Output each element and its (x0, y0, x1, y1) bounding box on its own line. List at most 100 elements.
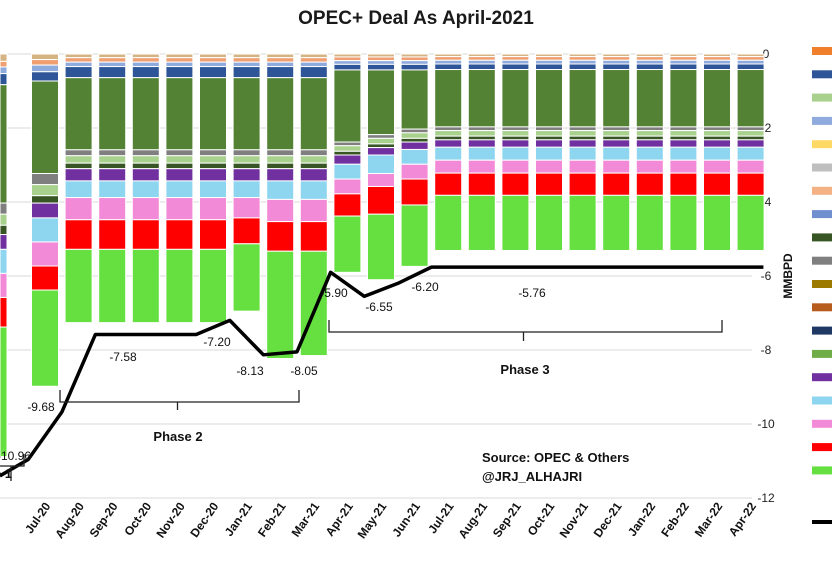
bar-segment (64, 197, 93, 221)
line-data-label: -7.58 (109, 350, 137, 364)
bar-segment-partial (0, 296, 8, 328)
bar-segment (266, 180, 295, 200)
bar-segment (602, 194, 631, 251)
bar-segment (299, 162, 328, 170)
legend-swatch (812, 233, 832, 242)
bar-segment (333, 145, 362, 152)
bar-segment (367, 154, 395, 175)
legend-swatch (812, 373, 832, 382)
bar-segment (467, 146, 496, 161)
bar-segment (501, 59, 530, 65)
bar-segment (98, 248, 127, 324)
bar-segment (635, 56, 664, 61)
chart-title: OPEC+ Deal As April-2021 (298, 8, 534, 29)
bar-segment (232, 243, 261, 312)
x-tick-label: Apr-21 (323, 499, 356, 538)
bar-segment (64, 53, 93, 59)
bar-segment (199, 168, 227, 182)
bar-segment (669, 126, 698, 132)
x-tick-label: Feb-22 (658, 499, 692, 539)
x-tick-label: May-21 (355, 499, 390, 541)
bar-segment (31, 265, 59, 291)
bar-segment (467, 56, 496, 61)
bar-segment (669, 59, 698, 65)
x-tick-label: Oct-21 (525, 499, 558, 538)
bar-segment (434, 59, 463, 65)
bar-segment (467, 139, 496, 148)
bar-segment (467, 126, 496, 132)
bar-segment (568, 56, 597, 61)
bar-segment (232, 197, 261, 219)
legend-swatch (812, 280, 832, 288)
bar-segment (367, 60, 395, 65)
bar-segment (669, 130, 698, 137)
bar-segment (199, 219, 227, 250)
x-tick-label: Jul-20 (22, 499, 54, 536)
bar-segment (635, 172, 664, 196)
line-data-label: -6.55 (365, 300, 393, 314)
bar-segment (64, 248, 93, 324)
bar-segment (333, 150, 362, 156)
legend-swatch (812, 186, 832, 195)
bar-segment (703, 139, 731, 148)
bar-segment-partial (0, 213, 8, 226)
legend-swatch (812, 163, 832, 172)
bar-segment (64, 77, 93, 151)
bar-segment (568, 159, 597, 174)
bar-segment (333, 215, 362, 273)
bar-segment (232, 217, 261, 245)
bar-segment (131, 66, 160, 79)
bar-segment (98, 219, 127, 250)
bar-segment (266, 53, 295, 59)
x-tick-label: Jan-22 (625, 499, 658, 538)
bar-segment (266, 198, 295, 223)
bar-segment (736, 59, 765, 65)
bar-segment (232, 162, 261, 170)
bar-segment (131, 77, 160, 151)
bar-segment (98, 149, 127, 157)
bar-segment (64, 180, 93, 199)
bar-segment (199, 53, 227, 59)
bar-segment (232, 149, 261, 157)
bar-segment (131, 57, 160, 63)
bar-segment (602, 126, 631, 132)
bar-segment (333, 141, 362, 147)
bar-segment (199, 248, 227, 324)
bar-segment (98, 162, 127, 170)
bar-segment (400, 137, 429, 143)
bar-segment (400, 128, 429, 134)
bar-segment (501, 56, 530, 61)
bar-segment (299, 168, 328, 182)
bar-segment (299, 57, 328, 63)
bar-segment (434, 139, 463, 148)
bar-segment (568, 146, 597, 161)
bar-segment (501, 194, 530, 251)
bar-segment (467, 135, 496, 141)
bar-segment-partial (0, 248, 8, 274)
legend-swatch (812, 396, 832, 405)
bar-segment (467, 130, 496, 137)
bar-segment (400, 163, 429, 180)
bar-segment (535, 194, 563, 251)
bar-segment (266, 77, 295, 151)
bar-segment (703, 159, 731, 174)
bar-segment (736, 130, 765, 137)
bar-segment (367, 173, 395, 187)
bar-segment (64, 155, 93, 164)
x-tick-label: Sep-20 (87, 499, 121, 540)
bar-segment (367, 137, 395, 145)
bar-segment (199, 197, 227, 221)
bar-segment (98, 61, 127, 68)
legend-swatch (812, 466, 832, 475)
bar-segment (568, 139, 597, 148)
bar-segment (266, 155, 295, 164)
bar-segment (434, 194, 463, 251)
bar-segment (568, 59, 597, 65)
bar-segment (501, 63, 530, 71)
bar-segment (98, 168, 127, 182)
bar-segment (669, 69, 698, 128)
bar-segment (199, 149, 227, 157)
bar-segment (467, 69, 496, 128)
bar-segment (367, 185, 395, 215)
bar-segment (602, 69, 631, 128)
